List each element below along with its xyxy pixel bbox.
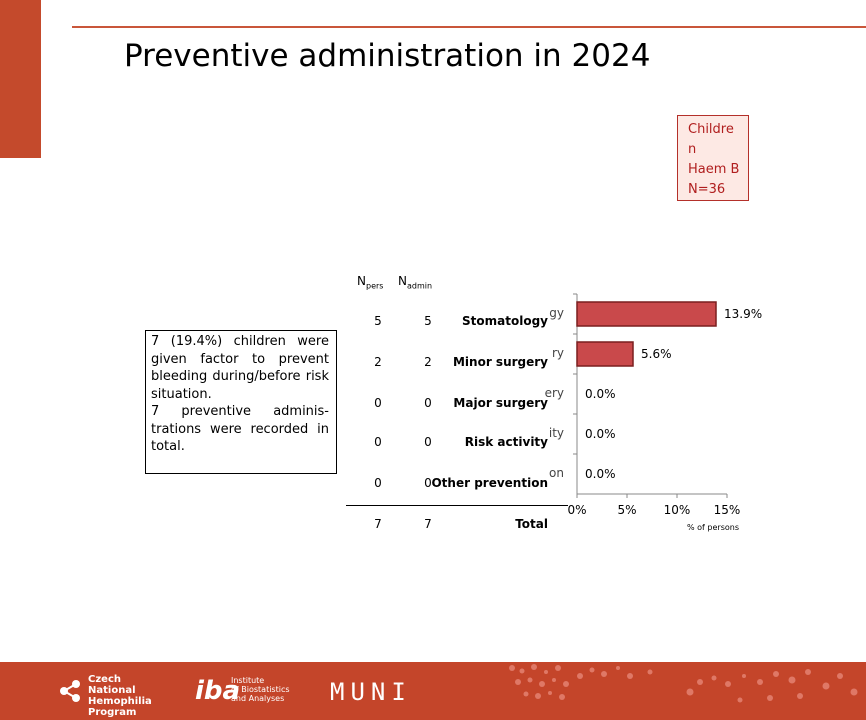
n-admin-cell: 0: [424, 476, 432, 490]
title-rule: [72, 26, 866, 28]
data-label: 0.0%: [585, 427, 616, 441]
header-main: N: [357, 274, 366, 288]
n-admin-cell: 5: [424, 314, 432, 328]
molecule-icon: [60, 680, 80, 702]
bar-chart: 13.9% 5.6% 0.0% 0.0% 0.0% 0% 5% 10% 15% % of pers…: [567, 293, 762, 532]
corner-accent-bar: [0, 0, 41, 158]
axis-category-label: ity: [548, 426, 564, 440]
n-pers-cell: 5: [374, 314, 382, 328]
data-label: 0.0%: [585, 467, 616, 481]
summary-paragraph: 7 (19.4%) children were given factor to …: [151, 334, 329, 402]
category-label: Other prevention: [431, 476, 548, 490]
n-admin-cell: 0: [424, 435, 432, 449]
summary-note: 7 (19.4%) children were given factor to …: [145, 330, 337, 474]
footer-bar: Czech National Hemophilia Program iba In…: [0, 662, 866, 720]
n-admin-cell: 0: [424, 396, 432, 410]
header-n-admin: Nadmin: [398, 274, 432, 290]
axis-category-label: on: [549, 466, 564, 480]
x-tick-label: 15%: [714, 503, 741, 517]
iba-logo-mark: iba: [195, 676, 241, 706]
n-admin-cell: 2: [424, 355, 432, 369]
page-title: Preventive administration in 2024: [124, 38, 651, 74]
group-label-line: Haem B: [688, 162, 740, 177]
n-pers-cell: 0: [374, 476, 382, 490]
category-label: Major surgery: [453, 396, 548, 410]
axis-category-label: ry: [551, 346, 564, 360]
header-sub: pers: [365, 281, 384, 291]
x-tick-label: 5%: [617, 503, 636, 517]
group-label-line: Childre: [688, 122, 734, 137]
header-n-pers: Npers: [357, 274, 383, 290]
group-label-line: n: [688, 142, 697, 157]
data-label: 13.9%: [724, 307, 762, 321]
group-label-line: N=36: [688, 182, 726, 197]
axis-category-label: ery: [544, 386, 564, 400]
bar: [576, 341, 634, 367]
muni-logo: MUNI: [330, 678, 412, 706]
total-n-admin: 7: [424, 517, 432, 531]
x-tick-label: 0%: [567, 503, 586, 517]
category-label: Minor surgery: [452, 355, 548, 369]
data-label: 0.0%: [585, 387, 616, 401]
n-pers-cell: 2: [374, 355, 382, 369]
cnhp-logo-line: Program: [88, 707, 137, 718]
x-tick-label: 10%: [664, 503, 691, 517]
iba-logo-line: of Biostatistics: [231, 685, 290, 694]
cnhp-logo-line: Hemophilia: [88, 696, 152, 707]
header-sub: admin: [406, 281, 433, 291]
n-pers-cell: 0: [374, 396, 382, 410]
x-axis-label: % of persons: [687, 523, 739, 532]
cnhp-logo-line: Czech National: [88, 674, 136, 696]
iba-logo-line: and Analyses: [231, 694, 285, 703]
total-label: Total: [515, 517, 548, 531]
header-main: N: [398, 274, 407, 288]
iba-logo-line: Institute: [231, 676, 265, 685]
group-label-box: Childre n Haem B N=36: [677, 115, 749, 201]
category-label: Risk activity: [464, 435, 548, 449]
dot-pattern-decoration: [509, 664, 858, 703]
data-label: 5.6%: [641, 347, 672, 361]
bar: [576, 301, 717, 327]
n-pers-cell: 0: [374, 435, 382, 449]
total-n-pers: 7: [374, 517, 382, 531]
category-label: Stomatology: [462, 314, 548, 328]
axis-category-label: gy: [549, 306, 564, 320]
table-separator: [346, 505, 568, 506]
summary-paragraph: 7 preventive adminis-trations were recor…: [151, 404, 329, 454]
